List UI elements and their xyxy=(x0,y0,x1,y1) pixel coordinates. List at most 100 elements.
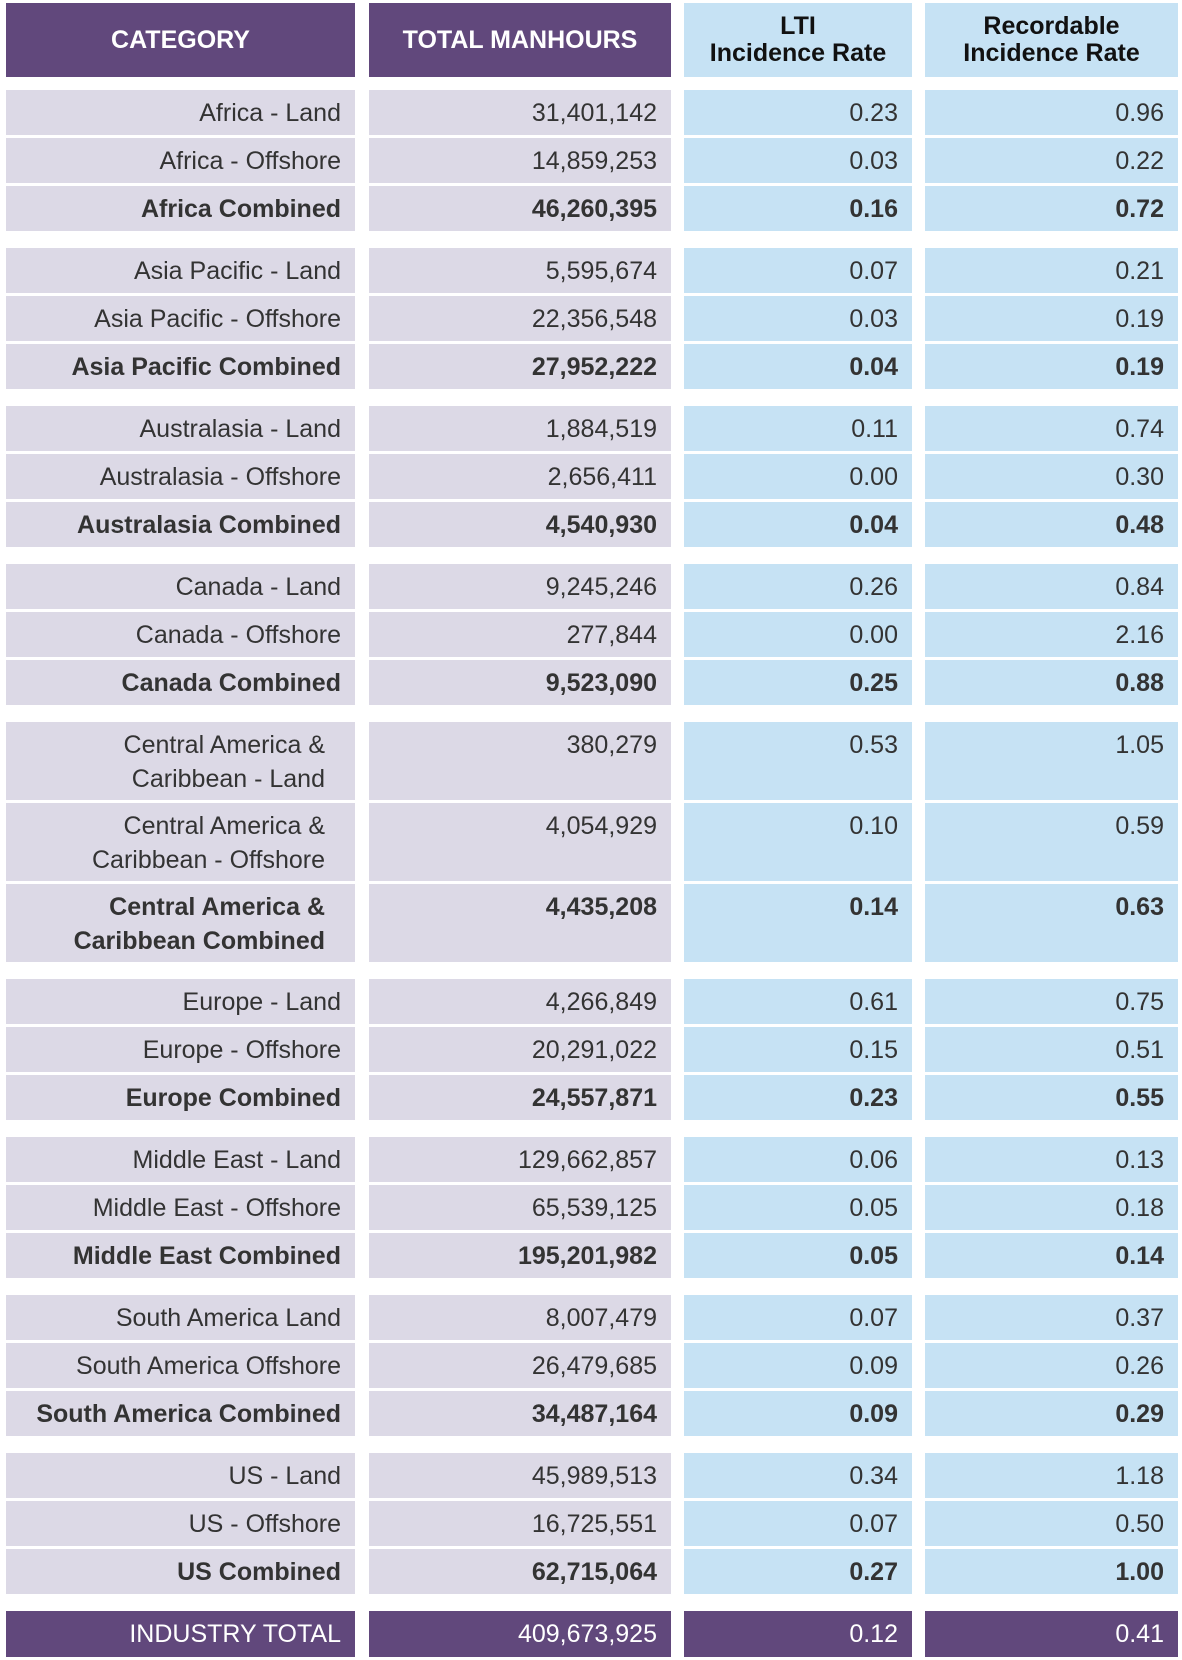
header-total-manhours: TOTAL MANHOURS xyxy=(369,3,671,77)
lti-rate-cell: 0.03 xyxy=(684,296,912,341)
manhours-cell: 45,989,513 xyxy=(369,1453,671,1498)
lti-rate-cell: 0.10 xyxy=(684,803,912,881)
header-rec-line1: Recordable xyxy=(983,12,1120,40)
manhours-cell: 129,662,857 xyxy=(369,1137,671,1182)
table-row: South America Land 8,007,479 0.07 0.37 xyxy=(0,1295,1182,1340)
lti-rate-cell: 0.00 xyxy=(684,612,912,657)
recordable-rate-cell: 0.75 xyxy=(925,979,1178,1024)
table-row: Europe - Offshore 20,291,022 0.15 0.51 xyxy=(0,1027,1182,1072)
manhours-cell: 24,557,871 xyxy=(369,1075,671,1120)
category-cell: Australasia - Offshore xyxy=(6,454,355,499)
manhours-cell: 4,266,849 xyxy=(369,979,671,1024)
table-row: Middle East - Offshore 65,539,125 0.05 0.18 xyxy=(0,1185,1182,1230)
combined-row: Africa Combined 46,260,395 0.16 0.72 xyxy=(0,186,1182,231)
category-cell: Europe - Offshore xyxy=(6,1027,355,1072)
table-row: Central America & Caribbean - Land 380,27… xyxy=(0,722,1182,800)
lti-rate-cell: 0.04 xyxy=(684,502,912,547)
category-cell: South America Land xyxy=(6,1295,355,1340)
combined-row: US Combined 62,715,064 0.27 1.00 xyxy=(0,1549,1182,1594)
table-row: Central America & Caribbean - Offshore 4,… xyxy=(0,803,1182,881)
table-row: Africa - Land 31,401,142 0.23 0.96 xyxy=(0,90,1182,135)
table-row: Africa - Offshore 14,859,253 0.03 0.22 xyxy=(0,138,1182,183)
category-cell: Europe Combined xyxy=(6,1075,355,1120)
recordable-rate-cell: 0.50 xyxy=(925,1501,1178,1546)
manhours-cell: 9,523,090 xyxy=(369,660,671,705)
category-cell: US - Land xyxy=(6,1453,355,1498)
lti-rate-cell: 0.07 xyxy=(684,1501,912,1546)
category-cell: Canada Combined xyxy=(6,660,355,705)
recordable-rate-cell: 1.18 xyxy=(925,1453,1178,1498)
table-row: Asia Pacific - Offshore 22,356,548 0.03 0.1… xyxy=(0,296,1182,341)
lti-rate-cell: 0.26 xyxy=(684,564,912,609)
recordable-rate-cell: 0.55 xyxy=(925,1075,1178,1120)
manhours-cell: 27,952,222 xyxy=(369,344,671,389)
category-cell: Central America & Caribbean - Offshore xyxy=(6,803,355,881)
manhours-cell: 20,291,022 xyxy=(369,1027,671,1072)
category-cell: Asia Pacific - Offshore xyxy=(6,296,355,341)
lti-rate-cell: 0.05 xyxy=(684,1233,912,1278)
recordable-rate-cell: 0.72 xyxy=(925,186,1178,231)
lti-rate-cell: 0.03 xyxy=(684,138,912,183)
combined-row: Asia Pacific Combined 27,952,222 0.04 0.19 xyxy=(0,344,1182,389)
recordable-rate-cell: 0.22 xyxy=(925,138,1178,183)
category-cell: Australasia - Land xyxy=(6,406,355,451)
recordable-rate-cell: 0.29 xyxy=(925,1391,1178,1436)
category-cell: Africa Combined xyxy=(6,186,355,231)
table-row: Australasia - Land 1,884,519 0.11 0.74 xyxy=(0,406,1182,451)
recordable-rate-cell: 0.63 xyxy=(925,884,1178,962)
manhours-cell: 31,401,142 xyxy=(369,90,671,135)
table-row: South America Offshore 26,479,685 0.09 0.26 xyxy=(0,1343,1182,1388)
lti-rate-cell: 0.04 xyxy=(684,344,912,389)
category-cell: Middle East Combined xyxy=(6,1233,355,1278)
recordable-rate-cell: 0.37 xyxy=(925,1295,1178,1340)
manhours-cell: 62,715,064 xyxy=(369,1549,671,1594)
recordable-rate-cell: 0.13 xyxy=(925,1137,1178,1182)
header-lti-line2: Incidence Rate xyxy=(709,39,887,67)
recordable-rate-cell: 0.51 xyxy=(925,1027,1178,1072)
header-recordable-rate: Recordable Incidence Rate xyxy=(925,3,1178,77)
recordable-rate-cell: 0.19 xyxy=(925,344,1178,389)
lti-rate-cell: 0.06 xyxy=(684,1137,912,1182)
lti-rate-cell: 0.34 xyxy=(684,1453,912,1498)
lti-rate-cell: 0.15 xyxy=(684,1027,912,1072)
total-category: INDUSTRY TOTAL xyxy=(6,1611,355,1657)
manhours-cell: 34,487,164 xyxy=(369,1391,671,1436)
manhours-cell: 8,007,479 xyxy=(369,1295,671,1340)
combined-row: South America Combined 34,487,164 0.09 0.29 xyxy=(0,1391,1182,1436)
category-cell: Australasia Combined xyxy=(6,502,355,547)
category-cell: Canada - Land xyxy=(6,564,355,609)
total-lti-rate: 0.12 xyxy=(684,1611,912,1657)
category-cell: Middle East - Land xyxy=(6,1137,355,1182)
combined-row: Central America & Caribbean Combined 4,43… xyxy=(0,884,1182,962)
recordable-rate-cell: 0.30 xyxy=(925,454,1178,499)
header-lti-rate: LTI Incidence Rate xyxy=(684,3,912,77)
lti-rate-cell: 0.09 xyxy=(684,1391,912,1436)
table-row: US - Offshore 16,725,551 0.07 0.50 xyxy=(0,1501,1182,1546)
table-row: Canada - Offshore 277,844 0.00 2.16 xyxy=(0,612,1182,657)
lti-rate-cell: 0.16 xyxy=(684,186,912,231)
manhours-cell: 9,245,246 xyxy=(369,564,671,609)
header-lti-line1: LTI xyxy=(780,12,816,40)
combined-row: Europe Combined 24,557,871 0.23 0.55 xyxy=(0,1075,1182,1120)
combined-row: Australasia Combined 4,540,930 0.04 0.48 xyxy=(0,502,1182,547)
category-cell: Canada - Offshore xyxy=(6,612,355,657)
table-header: CATEGORY TOTAL MANHOURS LTI Incidence Rat… xyxy=(0,3,1182,77)
category-cell: US Combined xyxy=(6,1549,355,1594)
category-cell: US - Offshore xyxy=(6,1501,355,1546)
manhours-cell: 1,884,519 xyxy=(369,406,671,451)
combined-row: Middle East Combined 195,201,982 0.05 0.14 xyxy=(0,1233,1182,1278)
header-category-label: CATEGORY xyxy=(111,25,250,54)
header-category: CATEGORY xyxy=(6,3,355,77)
category-cell: Africa - Land xyxy=(6,90,355,135)
lti-rate-cell: 0.27 xyxy=(684,1549,912,1594)
table-row: Australasia - Offshore 2,656,411 0.00 0.30 xyxy=(0,454,1182,499)
table-row: Asia Pacific - Land 5,595,674 0.07 0.21 xyxy=(0,248,1182,293)
table-row: US - Land 45,989,513 0.34 1.18 xyxy=(0,1453,1182,1498)
manhours-cell: 380,279 xyxy=(369,722,671,800)
manhours-cell: 195,201,982 xyxy=(369,1233,671,1278)
recordable-rate-cell: 0.18 xyxy=(925,1185,1178,1230)
manhours-cell: 22,356,548 xyxy=(369,296,671,341)
recordable-rate-cell: 0.19 xyxy=(925,296,1178,341)
category-cell: Asia Pacific - Land xyxy=(6,248,355,293)
manhours-cell: 4,054,929 xyxy=(369,803,671,881)
